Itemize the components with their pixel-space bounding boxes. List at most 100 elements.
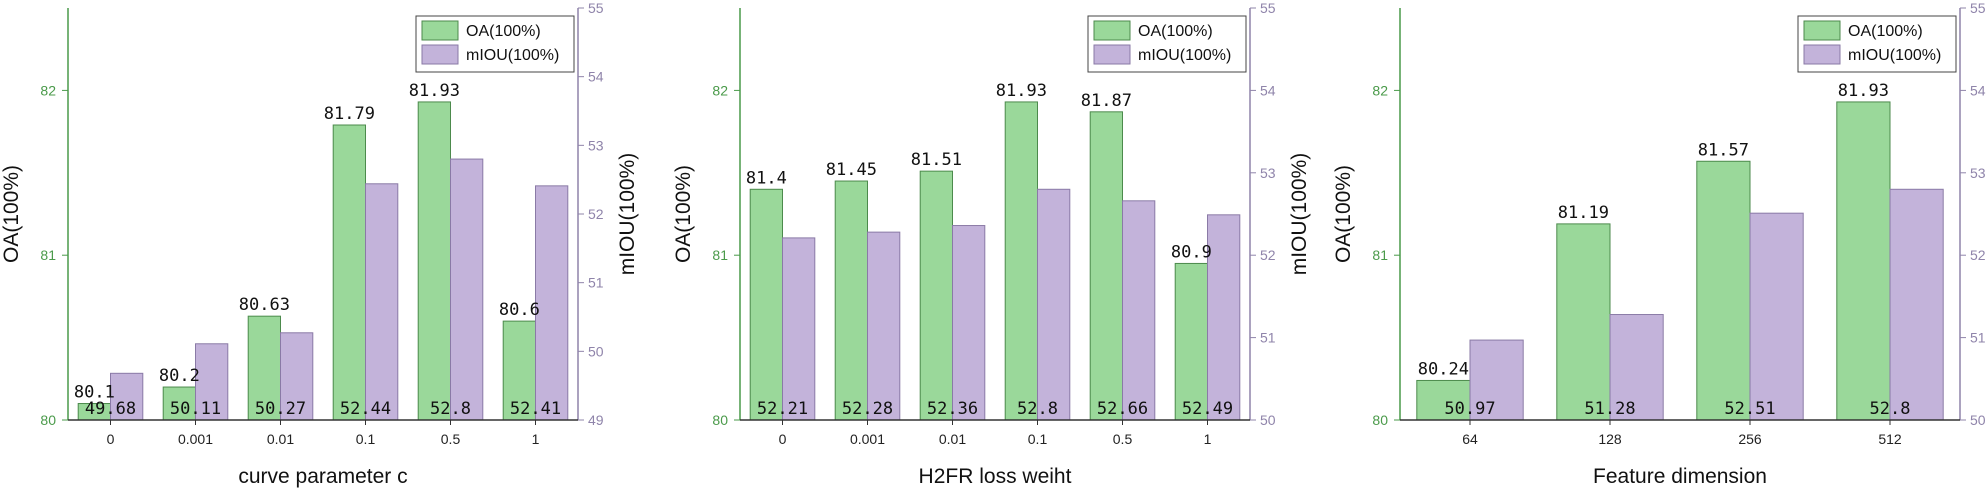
data-label-oa-1: 80.6: [499, 300, 540, 320]
y2-tick-label: 53: [1970, 165, 1986, 181]
legend-swatch-miou: [1803, 44, 1841, 65]
data-label-oa-128: 81.19: [1558, 203, 1609, 223]
y-tick-label: 80: [1372, 412, 1388, 428]
bar-miou-0.01: [952, 225, 986, 421]
data-label-oa-256: 81.57: [1698, 140, 1749, 160]
x-tick-label: 1: [532, 431, 540, 447]
x-tick-label: 128: [1598, 431, 1622, 447]
data-label-miou-128: 51.28: [1584, 399, 1635, 419]
data-label-miou-512: 52.8: [1870, 399, 1911, 419]
data-label-miou-0.1: 52.8: [1017, 399, 1058, 419]
data-label-miou-1: 52.41: [510, 399, 561, 419]
y2-tick-label: 50: [1260, 412, 1276, 428]
y2-axis-title: mIOU(100%): [616, 153, 639, 276]
legend-label-miou: mIOU(100%): [1138, 47, 1231, 64]
x-tick-label: 0.001: [178, 431, 213, 447]
legend-label-miou: mIOU(100%): [466, 47, 559, 64]
y2-tick-label: 49: [588, 412, 604, 428]
data-label-miou-0.001: 52.28: [842, 399, 893, 419]
bar-oa-64: [1416, 379, 1471, 421]
bar-miou-0.1: [365, 183, 399, 421]
y2-tick-label: 54: [1970, 82, 1986, 98]
data-label-miou-0.001: 50.11: [170, 399, 221, 419]
y-tick-label: 81: [1372, 247, 1388, 263]
legend-label-oa: OA(100%): [1848, 23, 1923, 40]
y-tick-label: 81: [40, 247, 56, 263]
data-label-miou-0.5: 52.8: [430, 399, 471, 419]
bar-oa-512: [1836, 101, 1891, 421]
y2-tick-label: 51: [588, 275, 604, 291]
bar-miou-0: [110, 372, 144, 421]
x-tick-label: 0: [107, 431, 115, 447]
data-label-oa-0.5: 81.87: [1081, 91, 1132, 111]
bar-oa-0.1: [332, 124, 367, 421]
bar-oa-0: [749, 188, 784, 421]
legend-swatch-miou: [1093, 44, 1131, 65]
y-tick-label: 80: [712, 412, 728, 428]
data-label-oa-1: 80.9: [1171, 242, 1212, 262]
data-label-oa-0: 80.1: [74, 383, 115, 403]
y2-tick-label: 51: [1260, 330, 1276, 346]
bar-miou-0.1: [1037, 188, 1071, 421]
y-axis-title: OA(100%): [672, 165, 695, 263]
x-tick-label: 64: [1462, 431, 1478, 447]
x-tick-label: 0.001: [850, 431, 885, 447]
bar-oa-0.5: [417, 101, 452, 421]
legend-swatch-miou: [421, 44, 459, 65]
y2-tick-label: 52: [1970, 247, 1986, 263]
bar-oa-1: [1174, 262, 1208, 421]
legend-swatch-oa: [1093, 20, 1131, 41]
y-tick-label: 82: [1372, 82, 1388, 98]
y2-tick-label: 51: [1970, 330, 1986, 346]
chart-panel-3: 80.24 50.97 64 81.19 51.28 128 81.57 52.51 256 81…: [1332, 0, 1986, 488]
y-tick-label: 81: [712, 247, 728, 263]
bar-oa-128: [1556, 223, 1611, 421]
bar-miou-0.001: [195, 343, 229, 421]
x-tick-label: 0.01: [939, 431, 966, 447]
bar-oa-256: [1696, 160, 1751, 421]
x-tick-label: 0.01: [267, 431, 294, 447]
data-label-oa-0.001: 80.2: [159, 366, 200, 386]
bar-oa-0.001: [834, 180, 869, 421]
bar-miou-128: [1609, 314, 1664, 421]
data-label-oa-64: 80.24: [1418, 359, 1469, 379]
legend-label-oa: OA(100%): [1138, 23, 1213, 40]
data-label-oa-0.001: 81.45: [826, 160, 877, 180]
x-tick-label: 0.5: [1113, 431, 1133, 447]
data-label-oa-0: 81.4: [746, 168, 787, 188]
y2-tick-label: 55: [1970, 0, 1986, 16]
bar-miou-0.001: [867, 231, 901, 421]
y2-tick-label: 54: [588, 69, 604, 85]
x-tick-label: 512: [1878, 431, 1902, 447]
data-label-oa-0.01: 80.63: [239, 295, 290, 315]
y2-tick-label: 53: [1260, 165, 1276, 181]
bar-miou-256: [1749, 212, 1804, 421]
data-label-miou-0.01: 52.36: [927, 399, 978, 419]
y2-tick-label: 53: [588, 137, 604, 153]
y2-tick-label: 55: [588, 0, 604, 16]
data-label-miou-0.1: 52.44: [340, 399, 391, 419]
legend-label-miou: mIOU(100%): [1848, 47, 1941, 64]
y2-tick-label: 55: [1260, 0, 1276, 16]
bar-miou-1: [535, 185, 569, 421]
bar-oa-0.1: [1004, 101, 1039, 421]
x-axis-title: Feature dimension: [1593, 465, 1767, 488]
chart-panel-2: 81.4 52.21 0 81.45 52.28 0.001 81.51 52.36 0.01 8…: [672, 0, 1311, 488]
y-tick-label: 80: [40, 412, 56, 428]
data-label-oa-0.1: 81.79: [324, 104, 375, 124]
data-label-miou-0: 49.68: [85, 399, 136, 419]
data-label-miou-256: 52.51: [1724, 399, 1775, 419]
bar-oa-0.01: [919, 170, 954, 421]
y2-tick-label: 54: [1260, 82, 1276, 98]
x-tick-label: 1: [1204, 431, 1212, 447]
bar-miou-1: [1207, 214, 1241, 421]
data-label-oa-0.1: 81.93: [996, 81, 1047, 101]
data-label-miou-1: 52.49: [1182, 399, 1233, 419]
y-axis-title: OA(100%): [0, 165, 23, 263]
x-axis-title: curve parameter c: [238, 465, 407, 488]
data-label-oa-0.5: 81.93: [409, 81, 460, 101]
data-label-miou-64: 50.97: [1444, 399, 1495, 419]
chart-panel-1: 80.149.68 0 80.2 50.11 0.001 80.63 50.27 0.01 81…: [0, 0, 639, 488]
data-label-oa-512: 81.93: [1838, 81, 1889, 101]
